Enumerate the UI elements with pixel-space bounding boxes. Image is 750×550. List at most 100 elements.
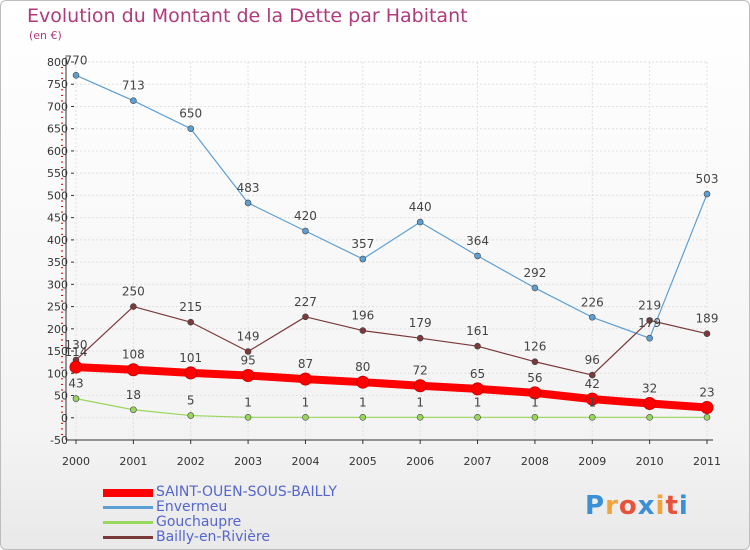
data-point — [184, 366, 198, 380]
data-label: 179 — [638, 316, 661, 330]
legend-label: Gouchaupre — [156, 514, 242, 530]
x-tick-label: 2000 — [62, 455, 90, 468]
y-tick-label: 0 — [61, 412, 68, 425]
data-point — [646, 317, 653, 324]
data-label: 770 — [65, 53, 88, 67]
series-line-3 — [75, 305, 708, 376]
data-label: 357 — [351, 237, 374, 251]
data-label: 56 — [527, 371, 542, 385]
y-tick-label: 450 — [47, 212, 68, 225]
data-label: 42 — [585, 377, 600, 391]
legend-label: SAINT-OUEN-SOUS-BAILLY — [156, 484, 337, 500]
data-label: 440 — [409, 200, 432, 214]
data-point — [531, 414, 539, 421]
x-tick-label: 2008 — [521, 455, 549, 468]
y-tick-label: 250 — [47, 301, 68, 314]
data-label: 364 — [466, 234, 489, 248]
y-tick-label: 200 — [47, 323, 68, 336]
data-point — [416, 414, 424, 421]
data-label: 1 — [474, 395, 482, 409]
x-tick-label: 2003 — [234, 455, 262, 468]
data-label: 1 — [531, 395, 539, 409]
data-point — [359, 327, 367, 334]
data-label: 108 — [122, 348, 145, 362]
data-label: 189 — [696, 312, 719, 326]
legend-swatch — [103, 489, 153, 497]
logo-letter: r — [605, 491, 619, 521]
data-label: 650 — [179, 107, 202, 121]
data-label: 226 — [581, 295, 604, 309]
data-label: 179 — [409, 316, 432, 330]
y-tick-label: 500 — [47, 189, 68, 202]
data-label: 1 — [359, 395, 367, 409]
y-tick-label: -50 — [50, 434, 68, 447]
data-point — [356, 375, 370, 389]
data-point — [643, 397, 657, 411]
data-point — [471, 382, 485, 396]
data-point — [528, 386, 542, 400]
data-label: 32 — [642, 382, 657, 396]
data-label: 215 — [179, 300, 202, 314]
x-tick-label: 2004 — [291, 455, 319, 468]
y-tick-label: 150 — [47, 345, 68, 358]
data-label: 483 — [237, 181, 260, 195]
data-point — [531, 358, 539, 366]
x-tick-label: 2009 — [578, 455, 606, 468]
data-point — [302, 227, 309, 235]
data-point — [700, 401, 714, 415]
data-label: 503 — [696, 172, 719, 186]
data-point — [474, 342, 481, 350]
x-tick-label: 2005 — [349, 455, 377, 468]
x-tick-label: 2011 — [693, 455, 721, 468]
data-point — [703, 330, 711, 338]
data-point — [72, 395, 80, 402]
legend-swatch — [103, 536, 153, 539]
data-label: 292 — [523, 266, 546, 280]
data-point — [588, 371, 596, 379]
logo-letter: i — [655, 491, 666, 521]
data-point — [72, 72, 80, 79]
data-label: 95 — [240, 354, 255, 368]
data-point — [585, 392, 599, 406]
data-point — [187, 412, 195, 419]
data-point — [298, 372, 312, 386]
data-point — [474, 252, 481, 260]
data-label: 161 — [466, 324, 489, 338]
legend-swatch — [103, 521, 153, 524]
data-point — [244, 348, 252, 355]
logo-letter: x — [637, 491, 656, 521]
data-label: 227 — [294, 295, 317, 309]
logo-letter: P — [585, 491, 606, 521]
data-point — [69, 360, 83, 374]
series-line-2 — [75, 398, 707, 418]
data-label: 72 — [413, 364, 428, 378]
data-point — [531, 284, 539, 292]
data-point — [126, 363, 140, 377]
data-point — [130, 303, 137, 310]
data-label: 18 — [126, 388, 141, 402]
data-point — [646, 414, 653, 421]
data-label: 250 — [122, 285, 145, 299]
data-label: 65 — [470, 367, 485, 381]
data-point — [187, 318, 195, 326]
logo-letter: t — [665, 491, 679, 521]
data-label: 219 — [638, 298, 661, 312]
data-point — [416, 218, 424, 226]
data-label: 1 — [302, 395, 310, 409]
data-point — [187, 125, 195, 133]
data-label: 23 — [699, 386, 714, 400]
y-tick-label: 50 — [54, 390, 68, 403]
x-tick-label: 2007 — [464, 455, 492, 468]
y-tick-label: 650 — [47, 123, 68, 136]
y-tick-label: 600 — [47, 145, 68, 158]
data-point — [359, 255, 367, 263]
data-label: 149 — [237, 330, 260, 344]
logo-letter: i — [678, 491, 689, 521]
y-tick-label: 350 — [47, 256, 68, 269]
data-label: 126 — [523, 340, 546, 354]
data-label: 713 — [122, 79, 145, 93]
y-tick-label: 800 — [47, 56, 68, 69]
data-label: 114 — [65, 345, 88, 359]
line-chart: 8007507006506005505004504003503002502001… — [47, 53, 721, 468]
